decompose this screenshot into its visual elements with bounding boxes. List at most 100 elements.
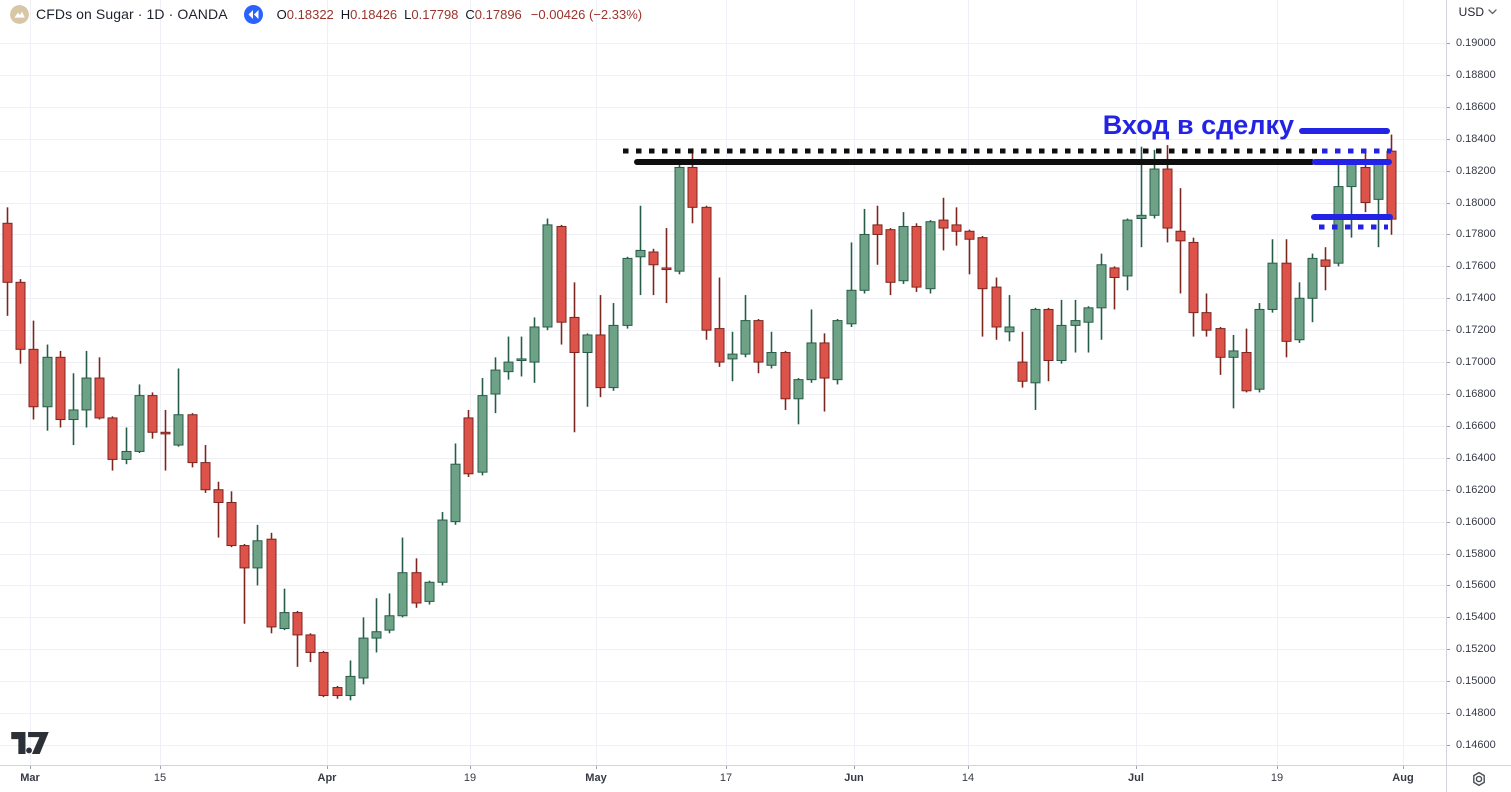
candle-body[interactable] [1241, 352, 1252, 392]
candle-body[interactable] [529, 326, 540, 363]
candle-body[interactable] [147, 395, 158, 433]
candle-body[interactable] [358, 637, 369, 679]
candle-body[interactable] [134, 395, 145, 452]
candle-body[interactable] [780, 352, 791, 400]
candle-body[interactable] [1228, 350, 1239, 358]
candle-body[interactable] [266, 538, 277, 628]
candle-body[interactable] [1294, 297, 1305, 341]
candle-body[interactable] [1281, 262, 1292, 342]
entry-annotation-text[interactable]: Вход в сделку [1102, 110, 1294, 140]
candle-body[interactable] [740, 320, 751, 355]
candle-body[interactable] [1043, 308, 1054, 361]
candle-body[interactable] [1175, 230, 1186, 242]
candle-body[interactable] [516, 358, 527, 361]
candle-body[interactable] [556, 225, 567, 323]
candle-body[interactable] [292, 612, 303, 636]
tradingview-logo[interactable] [11, 732, 49, 754]
candle-body[interactable] [226, 501, 237, 547]
candle-body[interactable] [94, 377, 105, 419]
candle-body[interactable] [187, 414, 198, 464]
candle-body[interactable] [582, 334, 593, 354]
time-axis[interactable]: Mar 15 Apr 19 May 17 Jun 14 Jul 19 Aug [0, 765, 1446, 792]
symbol-title[interactable]: CFDs on Sugar · 1D · OANDA [36, 6, 228, 22]
candle-body[interactable] [318, 651, 329, 697]
candle-body[interactable] [648, 251, 659, 266]
candle-body[interactable] [608, 324, 619, 389]
candle-body[interactable] [1109, 267, 1120, 279]
candle-body[interactable] [925, 221, 936, 290]
candle-body[interactable] [305, 634, 316, 653]
candle-body[interactable] [1162, 168, 1173, 229]
candle-body[interactable] [15, 281, 26, 350]
candle-body[interactable] [1070, 320, 1081, 326]
candle-body[interactable] [2, 222, 13, 283]
candle-body[interactable] [279, 612, 290, 630]
candle-body[interactable] [622, 257, 633, 326]
candle-body[interactable] [200, 462, 211, 491]
currency-selector[interactable]: USD [1459, 5, 1497, 19]
candle-body[interactable] [674, 166, 685, 272]
candle-body[interactable] [714, 328, 725, 363]
candle-body[interactable] [991, 286, 1002, 328]
candle-body[interactable] [1149, 168, 1160, 216]
candle-body[interactable] [1122, 219, 1133, 277]
candle-body[interactable] [81, 377, 92, 411]
candle-body[interactable] [1056, 324, 1067, 361]
candle-body[interactable] [397, 572, 408, 617]
candle-body[interactable] [345, 675, 356, 697]
candle-body[interactable] [1320, 259, 1331, 267]
candle-body[interactable] [661, 267, 672, 271]
candle-body[interactable] [1307, 257, 1318, 299]
candle-body[interactable] [687, 166, 698, 208]
candle-body[interactable] [42, 356, 53, 408]
candle-body[interactable] [55, 356, 66, 421]
candle-body[interactable] [951, 224, 962, 232]
candle-body[interactable] [490, 369, 501, 395]
candle-body[interactable] [911, 225, 922, 288]
candle-body[interactable] [806, 342, 817, 381]
candle-body[interactable] [1267, 262, 1278, 310]
candle-body[interactable] [1030, 308, 1041, 384]
price-axis[interactable]: 0.19000 0.18800 0.18600 0.18400 0.18200 0.180… [1446, 0, 1511, 765]
candle-body[interactable] [832, 320, 843, 381]
candle-body[interactable] [766, 352, 777, 366]
candle-body[interactable] [872, 224, 883, 235]
candle-body[interactable] [819, 342, 830, 379]
candle-body[interactable] [898, 225, 909, 282]
candle-body[interactable] [121, 450, 132, 460]
candle-body[interactable] [239, 545, 250, 569]
candle-body[interactable] [384, 615, 395, 631]
fast-backward-button[interactable] [243, 4, 263, 24]
candle-body[interactable] [1188, 241, 1199, 314]
candle-body[interactable] [437, 519, 448, 583]
candle-body[interactable] [477, 395, 488, 473]
candle-body[interactable] [1017, 361, 1028, 382]
candle-body[interactable] [424, 581, 435, 602]
candle-body[interactable] [1096, 264, 1107, 309]
candle-body[interactable] [964, 230, 975, 240]
candle-body[interactable] [160, 431, 171, 435]
candle-body[interactable] [1360, 166, 1371, 204]
candle-body[interactable] [1201, 312, 1212, 331]
candle-body[interactable] [793, 379, 804, 400]
candle-body[interactable] [1254, 308, 1265, 390]
candle-body[interactable] [1215, 328, 1226, 358]
candle-body[interactable] [252, 540, 263, 569]
candle-body[interactable] [213, 489, 224, 503]
candle-body[interactable] [1083, 307, 1094, 323]
candle-body[interactable] [411, 572, 422, 604]
candle-body[interactable] [68, 409, 79, 421]
candle-body[interactable] [569, 316, 580, 354]
candle-body[interactable] [503, 361, 514, 373]
candle-body[interactable] [28, 348, 39, 408]
candle-body[interactable] [173, 414, 184, 446]
candle-body[interactable] [450, 463, 461, 523]
candle-body[interactable] [332, 687, 343, 697]
candle-body[interactable] [107, 417, 118, 460]
candle-body[interactable] [859, 233, 870, 291]
candle-body[interactable] [371, 631, 382, 639]
candle-body[interactable] [885, 229, 896, 283]
candle-body[interactable] [463, 417, 474, 475]
candle-body[interactable] [701, 206, 712, 331]
